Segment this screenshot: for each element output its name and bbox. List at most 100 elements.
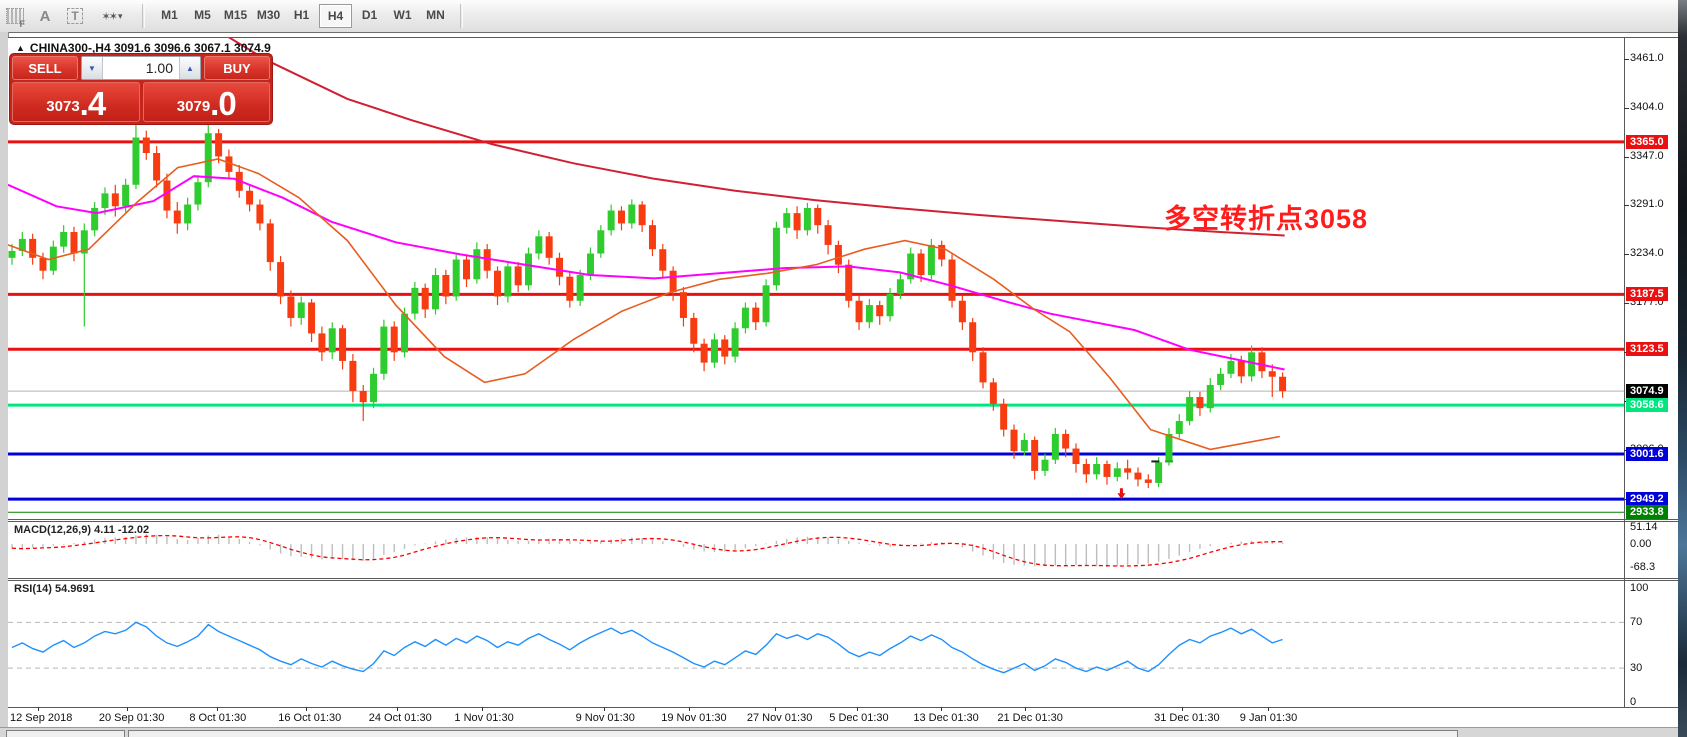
timeframe-button-m30[interactable]: M30 xyxy=(256,8,281,22)
sell-price-panel[interactable]: 3073.4 xyxy=(12,82,140,122)
date-tick-label: 21 Dec 01:30 xyxy=(997,712,1063,724)
rsi-tick-label: 30 xyxy=(1630,662,1643,675)
date-axis-tick xyxy=(689,707,691,711)
toolbar-separator xyxy=(142,4,145,28)
rsi-tick-label: 70 xyxy=(1630,616,1643,629)
main-pane-top-border xyxy=(8,37,1678,38)
timeframe-button-m5[interactable]: M5 xyxy=(194,8,211,22)
symbol-marker-icon: ▲ xyxy=(16,43,25,53)
date-axis-tick xyxy=(482,707,484,711)
one-click-trading-panel: SELL ▼ 1.00 ▲ BUY 3073.4 3079.0 xyxy=(10,54,272,124)
buy-price-fraction: .0 xyxy=(210,85,237,122)
axis-tick xyxy=(1624,205,1629,207)
axis-tick xyxy=(1624,254,1629,256)
annotation-text: 多空转折点3058 xyxy=(1164,204,1369,234)
macd-tick-label: 51.14 xyxy=(1630,520,1658,533)
price-level-tag: 3074.9 xyxy=(1626,384,1668,399)
price-tick-label: 3291.0 xyxy=(1630,198,1664,211)
timeframe-button-m1[interactable]: M1 xyxy=(161,8,178,22)
date-tick-label: 24 Oct 01:30 xyxy=(368,712,432,724)
tile-windows-icon[interactable]: F xyxy=(0,4,30,29)
sell-price-fraction: .4 xyxy=(79,85,107,122)
price-tick-label: 3234.0 xyxy=(1630,247,1664,260)
date-tick-label: 12 Sep 2018 xyxy=(10,712,73,724)
sell-price-main: 3073 xyxy=(46,98,80,115)
dash-marker xyxy=(1165,460,1174,463)
price-tick-label: 3404.0 xyxy=(1630,101,1664,114)
timeframe-button-m15[interactable]: M15 xyxy=(223,8,248,22)
timeframe-button-h4[interactable]: H4 xyxy=(319,4,352,28)
volume-decrease-button[interactable]: ▼ xyxy=(82,57,103,79)
chart-tab[interactable] xyxy=(6,730,125,737)
price-level-tag: 2949.2 xyxy=(1626,492,1668,507)
macd-pane-top-border xyxy=(8,521,1678,522)
volume-increase-button[interactable]: ▲ xyxy=(179,57,200,79)
timeframe-button-d1[interactable]: D1 xyxy=(361,8,378,22)
date-axis-tick xyxy=(306,707,308,711)
price-level-tag: 3058.6 xyxy=(1626,398,1668,413)
date-tick-label: 31 Dec 01:30 xyxy=(1154,712,1220,724)
toolbar-separator xyxy=(460,4,463,28)
price-tick-label: 3461.0 xyxy=(1630,52,1664,65)
sell-button[interactable]: SELL xyxy=(12,56,78,80)
macd-tick-label: -68.3 xyxy=(1630,561,1656,574)
buy-button[interactable]: BUY xyxy=(204,56,270,80)
date-tick-label: 9 Nov 01:30 xyxy=(575,712,635,724)
price-level-tag: 3123.5 xyxy=(1626,342,1668,357)
dash-marker xyxy=(1151,460,1160,463)
axis-tick xyxy=(1624,157,1629,159)
volume-value[interactable]: 1.00 xyxy=(145,60,173,76)
chart-title: ▲ CHINA300-,H4 3091.6 3096.6 3067.1 3074.… xyxy=(16,41,271,55)
insert-text-icon[interactable]: A xyxy=(39,7,51,25)
arrow-tools-icon[interactable]: ✶✶ ▾ xyxy=(101,10,123,23)
volume-stepper: ▼ 1.00 ▲ xyxy=(81,56,201,80)
macd-tick-label: 0.00 xyxy=(1630,538,1652,551)
axis-tick xyxy=(1624,108,1629,110)
date-axis-tick xyxy=(774,707,776,711)
arrow-down-icon xyxy=(1117,488,1126,500)
date-axis-tick xyxy=(1267,707,1269,711)
chart-background xyxy=(8,37,1678,727)
date-axis-tick xyxy=(126,707,128,711)
date-axis-tick xyxy=(38,707,39,711)
timeframe-button-mn[interactable]: MN xyxy=(426,8,445,22)
price-level-tag: 3187.5 xyxy=(1626,287,1668,302)
date-tick-label: 27 Nov 01:30 xyxy=(746,712,813,724)
date-axis-tick xyxy=(1182,707,1184,711)
date-tick-label: 13 Dec 01:30 xyxy=(913,712,979,724)
chart-tab-strip xyxy=(0,727,1687,737)
timeframe-group: M1 M5 M15 M30 H1 H4 D1 W1 MN xyxy=(153,4,452,28)
date-tick-label: 9 Jan 01:30 xyxy=(1239,712,1298,724)
timeframe-button-w1[interactable]: W1 xyxy=(393,8,412,22)
chevron-down-icon: ▾ xyxy=(117,10,123,21)
text-label-icon[interactable]: T xyxy=(60,4,90,28)
macd-label: MACD(12,26,9) 4.11 -12.02 xyxy=(14,524,150,536)
buy-price-panel[interactable]: 3079.0 xyxy=(142,82,270,122)
axis-tick xyxy=(1624,59,1629,61)
rsi-tick-label: 0 xyxy=(1630,696,1637,709)
date-tick-label: 20 Sep 01:30 xyxy=(98,712,165,724)
macd-pane-bottom-border xyxy=(8,578,1678,579)
date-tick-label: 8 Oct 01:30 xyxy=(189,712,247,724)
chart-title-text: CHINA300-,H4 3091.6 3096.6 3067.1 3074.9 xyxy=(29,41,271,55)
date-tick-label: 5 Dec 01:30 xyxy=(829,712,889,724)
rsi-pane-top-border xyxy=(8,580,1678,581)
axis-tick xyxy=(1624,303,1629,305)
price-level-tag: 3365.0 xyxy=(1626,134,1668,149)
date-tick-label: 16 Oct 01:30 xyxy=(278,712,342,724)
date-axis-tick xyxy=(941,707,943,711)
date-tick-label: 1 Nov 01:30 xyxy=(454,712,514,724)
window-right-scrollbar[interactable] xyxy=(1678,0,1687,737)
chart-tab-bar[interactable] xyxy=(128,730,1458,737)
date-axis-tick xyxy=(857,707,859,711)
timeframe-button-h1[interactable]: H1 xyxy=(293,8,310,22)
price-level-tag: 2933.8 xyxy=(1626,505,1668,520)
price-level-tag: 3001.6 xyxy=(1626,447,1668,462)
date-axis-tick xyxy=(217,707,219,711)
date-axis-tick xyxy=(1025,707,1027,711)
date-tick-label: 19 Nov 01:30 xyxy=(661,712,727,724)
rsi-pane-bottom-border xyxy=(8,707,1678,708)
date-axis-tick xyxy=(603,707,605,711)
